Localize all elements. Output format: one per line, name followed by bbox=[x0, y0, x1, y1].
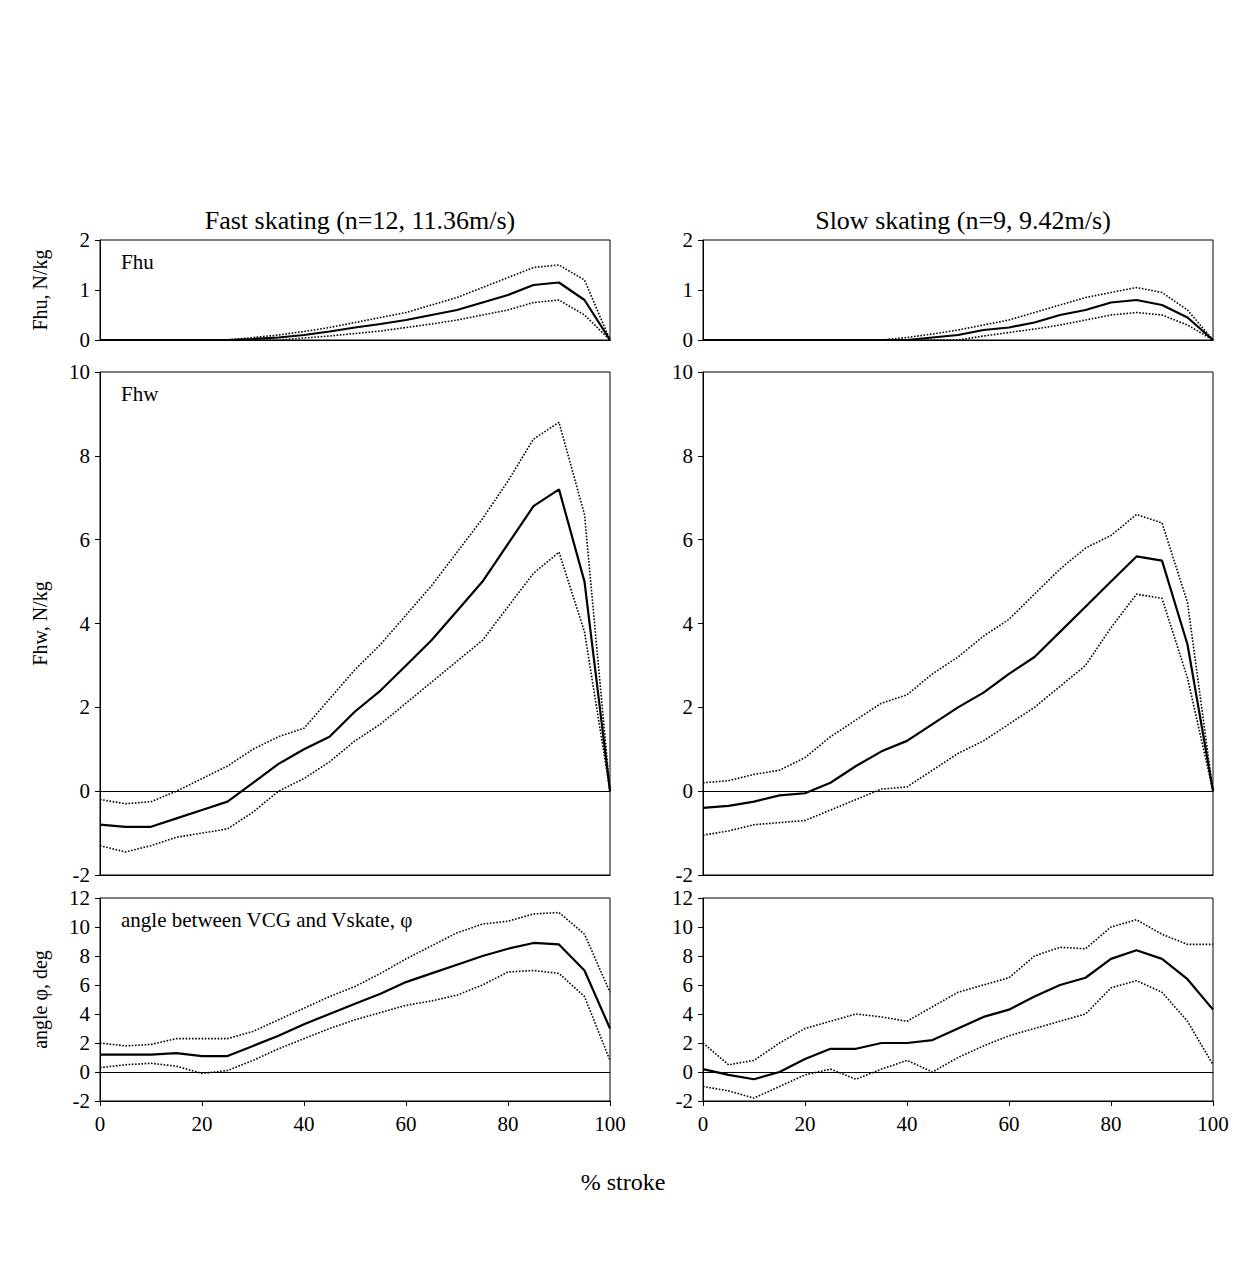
svg-text:2: 2 bbox=[80, 228, 91, 252]
svg-text:1: 1 bbox=[683, 278, 694, 302]
svg-text:12: 12 bbox=[672, 886, 693, 910]
svg-text:1: 1 bbox=[80, 278, 91, 302]
svg-text:Fhu, N/kg: Fhu, N/kg bbox=[29, 249, 52, 330]
svg-text:6: 6 bbox=[683, 973, 694, 997]
svg-text:0: 0 bbox=[80, 779, 91, 803]
svg-text:8: 8 bbox=[683, 944, 694, 968]
svg-text:2: 2 bbox=[683, 695, 694, 719]
svg-text:Fhw: Fhw bbox=[121, 382, 159, 406]
svg-text:40: 40 bbox=[897, 1112, 918, 1136]
svg-text:0: 0 bbox=[683, 328, 694, 352]
svg-text:4: 4 bbox=[683, 1002, 694, 1026]
svg-text:% stroke: % stroke bbox=[581, 1169, 666, 1195]
svg-text:2: 2 bbox=[683, 228, 694, 252]
svg-text:Slow skating (n=9, 9.42m/s): Slow skating (n=9, 9.42m/s) bbox=[815, 206, 1111, 235]
svg-text:10: 10 bbox=[672, 915, 693, 939]
svg-text:0: 0 bbox=[80, 1060, 91, 1084]
svg-text:10: 10 bbox=[672, 360, 693, 384]
svg-text:-2: -2 bbox=[676, 863, 694, 887]
svg-text:Fhu: Fhu bbox=[121, 250, 154, 274]
svg-text:60: 60 bbox=[999, 1112, 1020, 1136]
svg-text:Fhw, N/kg: Fhw, N/kg bbox=[29, 581, 52, 665]
svg-text:80: 80 bbox=[498, 1112, 519, 1136]
svg-text:0: 0 bbox=[95, 1112, 106, 1136]
svg-text:10: 10 bbox=[69, 915, 90, 939]
svg-text:angle between VCG and Vskate,: angle between VCG and Vskate, φ bbox=[121, 908, 412, 932]
svg-text:-2: -2 bbox=[73, 1089, 91, 1113]
svg-text:-2: -2 bbox=[676, 1089, 694, 1113]
svg-text:0: 0 bbox=[80, 328, 91, 352]
svg-text:40: 40 bbox=[294, 1112, 315, 1136]
svg-text:6: 6 bbox=[683, 528, 694, 552]
svg-text:8: 8 bbox=[80, 444, 91, 468]
svg-text:12: 12 bbox=[69, 886, 90, 910]
svg-text:2: 2 bbox=[80, 1031, 91, 1055]
svg-text:20: 20 bbox=[795, 1112, 816, 1136]
svg-text:8: 8 bbox=[683, 444, 694, 468]
svg-text:4: 4 bbox=[80, 612, 91, 636]
svg-text:100: 100 bbox=[594, 1112, 626, 1136]
svg-text:80: 80 bbox=[1101, 1112, 1122, 1136]
svg-text:6: 6 bbox=[80, 973, 91, 997]
svg-text:20: 20 bbox=[192, 1112, 213, 1136]
svg-text:10: 10 bbox=[69, 360, 90, 384]
svg-text:60: 60 bbox=[396, 1112, 417, 1136]
svg-text:6: 6 bbox=[80, 528, 91, 552]
svg-text:2: 2 bbox=[683, 1031, 694, 1055]
svg-text:-2: -2 bbox=[73, 863, 91, 887]
svg-text:2: 2 bbox=[80, 695, 91, 719]
svg-text:Fast skating (n=12, 11.36m/s): Fast skating (n=12, 11.36m/s) bbox=[205, 206, 516, 235]
svg-text:100: 100 bbox=[1197, 1112, 1229, 1136]
svg-text:0: 0 bbox=[698, 1112, 709, 1136]
svg-text:4: 4 bbox=[80, 1002, 91, 1026]
svg-text:angle φ, deg: angle φ, deg bbox=[29, 950, 52, 1049]
svg-text:8: 8 bbox=[80, 944, 91, 968]
svg-text:4: 4 bbox=[683, 612, 694, 636]
svg-text:0: 0 bbox=[683, 779, 694, 803]
svg-text:0: 0 bbox=[683, 1060, 694, 1084]
